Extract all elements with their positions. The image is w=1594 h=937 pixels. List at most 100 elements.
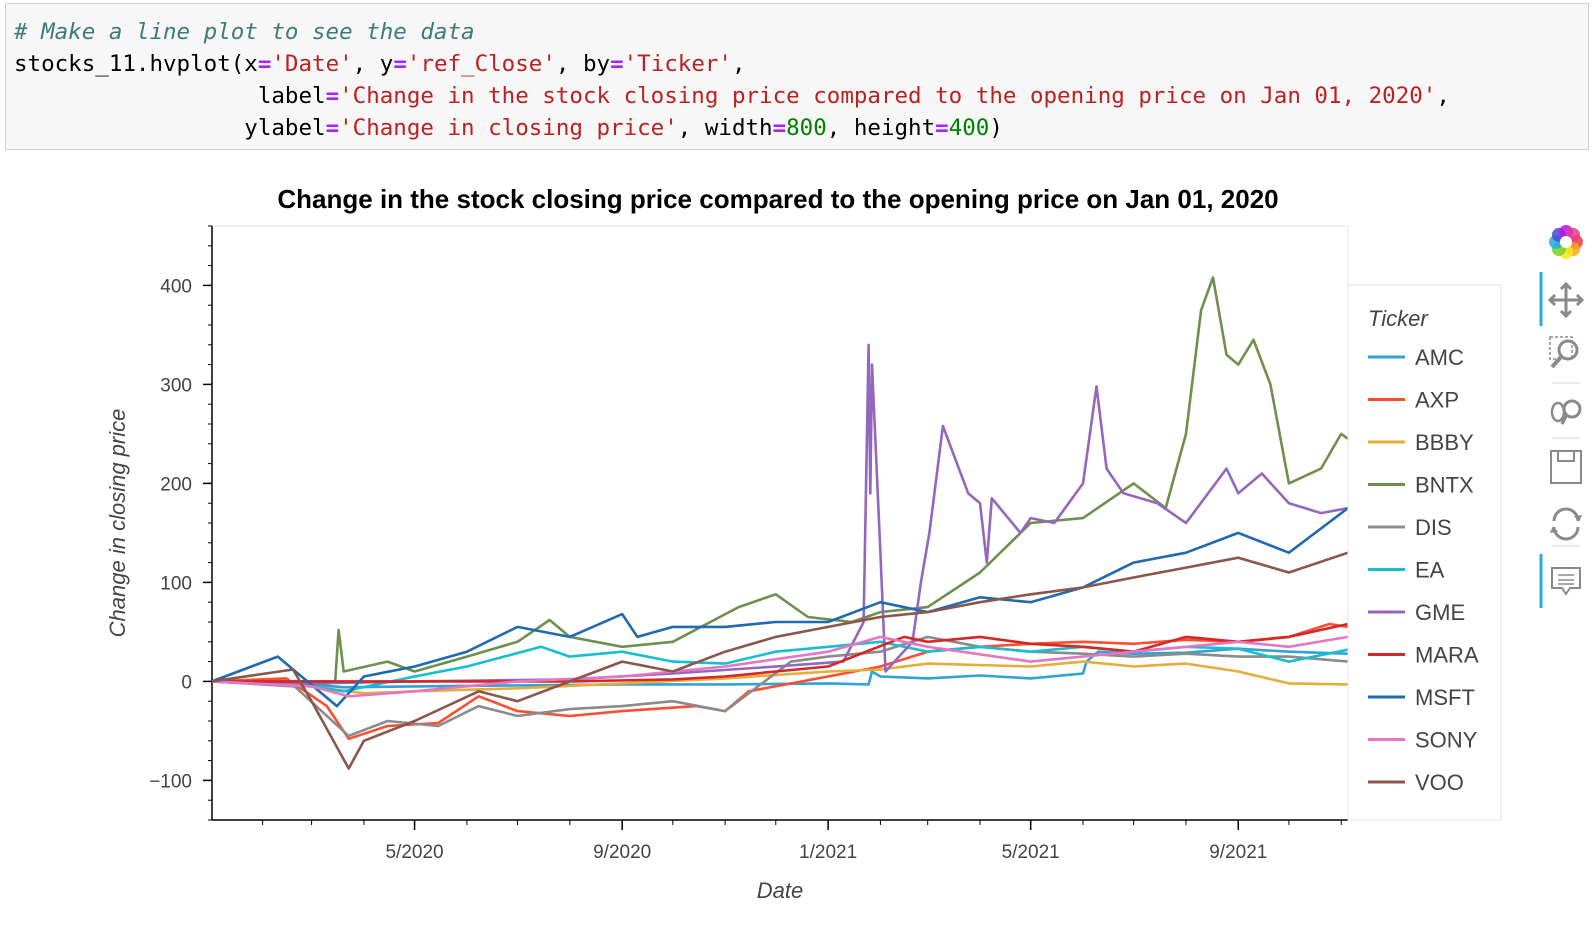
x-tick-label: 1/2021: [799, 842, 857, 863]
series-line-gme: [211, 343, 1349, 685]
code-line-2: label='Change in the stock closing price…: [14, 80, 1450, 112]
code-token: ): [989, 115, 1003, 141]
legend-item-bbby[interactable]: BBBY: [1368, 430, 1474, 455]
legend-item-voo[interactable]: VOO: [1368, 770, 1464, 795]
y-tick-label: 300: [160, 375, 192, 396]
y-axis-label: Change in closing price: [105, 409, 130, 638]
code-token: , height: [826, 115, 936, 141]
legend-label: DIS: [1415, 515, 1452, 540]
plot-toolbar[interactable]: [1539, 225, 1585, 608]
pan-icon[interactable]: [1547, 281, 1585, 319]
code-token: 'Date': [271, 51, 353, 77]
legend-label: MSFT: [1415, 685, 1475, 710]
code-token: stocks_11.hvplot(x: [14, 51, 258, 77]
wheel-zoom-icon[interactable]: [1550, 399, 1582, 439]
series-line-mara: [212, 622, 1349, 683]
legend-item-gme[interactable]: GME: [1368, 600, 1465, 625]
y-tick-label: 400: [160, 276, 192, 297]
legend-label: BNTX: [1415, 473, 1474, 498]
legend[interactable]: Ticker AMC AXP BBBY BNTX DIS EA GME MARA MSFT SON…: [1347, 284, 1502, 821]
code-token: , by: [555, 51, 611, 77]
legend-item-ea[interactable]: EA: [1368, 558, 1445, 583]
x-tick-label: 9/2021: [1209, 842, 1267, 863]
reset-icon[interactable]: [1550, 507, 1582, 547]
code-token: =: [325, 115, 340, 141]
legend-item-amc[interactable]: AMC: [1368, 345, 1464, 370]
disk-glyph: [1550, 450, 1582, 484]
code-cell[interactable]: # Make a line plot to see the data stock…: [5, 3, 1589, 150]
hover-icon[interactable]: [1551, 567, 1581, 596]
plot-area[interactable]: Change in the stock closing price compar…: [0, 160, 1594, 937]
code-token: 'ref_Close': [406, 51, 556, 77]
code-token: 400: [948, 115, 990, 141]
series-line-voo: [211, 551, 1349, 770]
code-token: ,: [1436, 83, 1450, 109]
x-axis-label: Date: [757, 878, 803, 903]
legend-label: BBBY: [1415, 430, 1474, 455]
series-line-msft: [211, 507, 1349, 708]
legend-item-sony[interactable]: SONY: [1368, 728, 1478, 753]
y-tick-label: −100: [149, 771, 192, 792]
legend-item-dis[interactable]: DIS: [1368, 515, 1452, 540]
series-line-sony: [211, 635, 1349, 698]
code-token: 'Change in closing price': [339, 115, 678, 141]
code-token: ,: [731, 51, 746, 77]
lens-glyph: [1562, 399, 1582, 419]
code-token: , width: [677, 115, 773, 141]
save-icon[interactable]: [1550, 450, 1582, 484]
y-tick-label: 200: [160, 474, 192, 495]
lens-glyph: [1557, 339, 1579, 361]
code-token: =: [257, 51, 272, 77]
bubble-glyph: [1551, 567, 1581, 596]
code-comment: # Make a line plot to see the data: [14, 19, 475, 45]
series-line-axp: [211, 622, 1349, 741]
y-tick-label: 100: [160, 573, 192, 594]
pan-glyph: [1547, 281, 1585, 319]
axes: 400 300 200 100 0 −100 5/2020 9/2020 1/2021 5/202…: [149, 225, 1348, 863]
wheel-glyph: [1550, 401, 1566, 423]
box-zoom-icon[interactable]: [1549, 336, 1580, 384]
legend-title: Ticker: [1368, 306, 1429, 331]
y-tick-label: 0: [181, 672, 192, 693]
legend-item-bntx[interactable]: BNTX: [1368, 473, 1474, 498]
legend-label: SONY: [1415, 728, 1478, 753]
legend-item-axp[interactable]: AXP: [1368, 388, 1459, 413]
x-tick-label: 5/2020: [385, 842, 443, 863]
series-line-dis: [211, 635, 1349, 738]
series-lines: [211, 276, 1349, 770]
code-line-1: stocks_11.hvplot(x='Date', y='ref_Close'…: [14, 48, 746, 80]
legend-item-mara[interactable]: MARA: [1368, 643, 1479, 668]
disk-shutter: [1557, 450, 1575, 462]
legend-item-msft[interactable]: MSFT: [1368, 685, 1475, 710]
chart-title: Change in the stock closing price compar…: [277, 184, 1278, 214]
code-line-3: ylabel='Change in closing price', width=…: [14, 112, 1003, 144]
x-tick-label: 9/2020: [593, 842, 651, 863]
code-token: 'Change in the stock closing price compa…: [339, 83, 1437, 109]
series-line-bntx: [212, 276, 1349, 683]
plot-frame: [211, 225, 1349, 821]
legend-label: AMC: [1415, 345, 1464, 370]
code-token: =: [610, 51, 624, 77]
bubble-lines: [1558, 574, 1574, 585]
legend-label: AXP: [1415, 388, 1459, 413]
reset-glyph: [1552, 507, 1580, 541]
code-token: ylabel: [14, 115, 326, 141]
code-token: label: [14, 83, 326, 109]
legend-box: [1347, 284, 1502, 821]
code-token: =: [325, 83, 340, 109]
code-token: 'Ticker': [623, 51, 732, 77]
handle-glyph: [1560, 415, 1568, 425]
legend-items[interactable]: AMC AXP BBBY BNTX DIS EA GME MARA MSFT SONY VOO: [1368, 345, 1479, 795]
legend-label: GME: [1415, 600, 1465, 625]
code-token: =: [935, 115, 949, 141]
legend-label: EA: [1415, 558, 1445, 583]
code-token: =: [772, 115, 787, 141]
logo-center: [1560, 236, 1572, 248]
code-token: , y: [352, 51, 394, 77]
handle-glyph: [1550, 355, 1563, 369]
code-token: 800: [786, 115, 827, 141]
bokeh-logo-icon: [1549, 225, 1583, 259]
legend-label: VOO: [1415, 770, 1464, 795]
reset-arrows: [1550, 515, 1582, 533]
code-token: =: [393, 51, 407, 77]
